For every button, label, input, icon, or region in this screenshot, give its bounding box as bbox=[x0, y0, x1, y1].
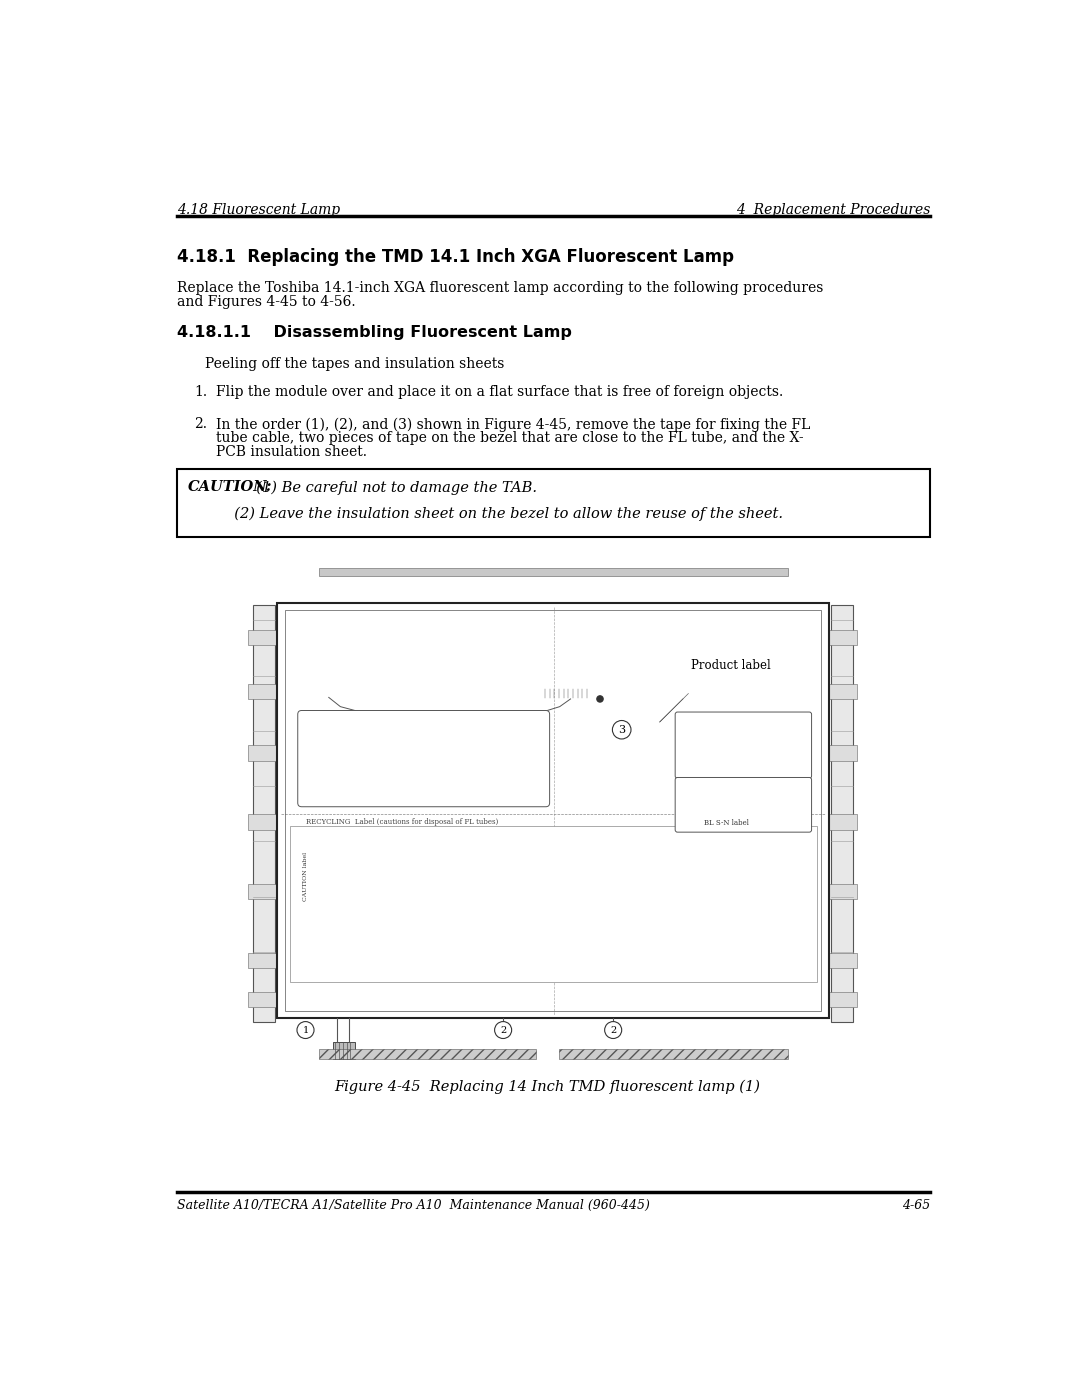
FancyBboxPatch shape bbox=[675, 778, 811, 833]
Bar bbox=[460, 617, 496, 627]
Text: Flip the module over and place it on a flat surface that is free of foreign obje: Flip the module over and place it on a f… bbox=[216, 384, 783, 398]
Bar bbox=[284, 610, 821, 1011]
Bar bbox=[674, 613, 683, 627]
Bar bbox=[809, 613, 819, 627]
Bar bbox=[789, 613, 799, 627]
Bar bbox=[643, 613, 652, 627]
FancyBboxPatch shape bbox=[298, 711, 550, 806]
Bar bbox=[248, 814, 279, 830]
Bar bbox=[177, 469, 930, 538]
Bar bbox=[319, 1049, 536, 1059]
Text: BL S-N label: BL S-N label bbox=[704, 819, 748, 827]
Bar bbox=[248, 884, 279, 900]
Bar bbox=[826, 683, 858, 698]
Bar bbox=[291, 826, 816, 982]
Bar bbox=[294, 613, 303, 627]
Bar bbox=[488, 613, 498, 627]
Bar bbox=[550, 613, 559, 627]
Text: 1.: 1. bbox=[194, 384, 207, 398]
Text: 3: 3 bbox=[618, 725, 625, 735]
Text: Replace the Toshiba 14.1-inch XGA fluorescent lamp according to the following pr: Replace the Toshiba 14.1-inch XGA fluore… bbox=[177, 281, 823, 295]
Text: Satellite A10/TECRA A1/Satellite Pro A10  Maintenance Manual (960-445): Satellite A10/TECRA A1/Satellite Pro A10… bbox=[177, 1200, 650, 1213]
Text: 4.18.1.1    Disassembling Fluorescent Lamp: 4.18.1.1 Disassembling Fluorescent Lamp bbox=[177, 326, 571, 341]
Text: (1) Be careful not to damage the TAB.: (1) Be careful not to damage the TAB. bbox=[246, 481, 537, 495]
Text: RECYCLING  Label (cautions for disposal of FL tubes): RECYCLING Label (cautions for disposal o… bbox=[306, 819, 498, 826]
Bar bbox=[282, 982, 391, 1007]
Bar bbox=[400, 613, 409, 627]
Text: CAUTION:: CAUTION: bbox=[188, 481, 272, 495]
Bar bbox=[248, 992, 279, 1007]
Bar bbox=[276, 602, 828, 1018]
Bar bbox=[826, 884, 858, 900]
Bar bbox=[248, 683, 279, 698]
Bar bbox=[559, 1049, 788, 1059]
Text: 2: 2 bbox=[500, 1025, 507, 1035]
Bar bbox=[826, 814, 858, 830]
Bar bbox=[318, 613, 327, 627]
Bar bbox=[826, 992, 858, 1007]
Text: In the order (1), (2), and (3) shown in Figure 4-45, remove the tape for fixing : In the order (1), (2), and (3) shown in … bbox=[216, 418, 810, 432]
Bar bbox=[430, 613, 438, 627]
Text: CAUTION label: CAUTION label bbox=[303, 852, 308, 901]
Text: 4-65: 4-65 bbox=[902, 1200, 930, 1213]
Bar bbox=[831, 605, 852, 1023]
Text: (2) Leave the insulation sheet on the bezel to allow the reuse of the sheet.: (2) Leave the insulation sheet on the be… bbox=[188, 507, 783, 521]
Bar bbox=[826, 745, 858, 760]
Bar bbox=[679, 817, 773, 828]
Circle shape bbox=[612, 721, 631, 739]
Bar bbox=[437, 982, 827, 1007]
Bar bbox=[767, 613, 775, 627]
Bar bbox=[735, 613, 745, 627]
Text: 2: 2 bbox=[610, 1025, 617, 1035]
Bar bbox=[826, 953, 858, 968]
Text: 1: 1 bbox=[302, 1025, 309, 1035]
Bar bbox=[248, 630, 279, 645]
Bar bbox=[248, 953, 279, 968]
Bar bbox=[611, 613, 621, 627]
Text: PCB insulation sheet.: PCB insulation sheet. bbox=[216, 444, 366, 458]
Bar bbox=[345, 613, 353, 627]
Bar bbox=[248, 745, 279, 760]
Bar bbox=[517, 613, 527, 627]
Bar bbox=[391, 982, 437, 1007]
Bar bbox=[345, 617, 379, 627]
Bar bbox=[581, 613, 590, 627]
Bar bbox=[372, 613, 380, 627]
Bar bbox=[826, 630, 858, 645]
Bar bbox=[291, 838, 321, 915]
Bar bbox=[319, 1011, 788, 1018]
Bar bbox=[704, 613, 714, 627]
Text: 2.: 2. bbox=[194, 418, 207, 432]
Text: Peeling off the tapes and insulation sheets: Peeling off the tapes and insulation she… bbox=[205, 358, 504, 372]
Circle shape bbox=[605, 1021, 622, 1038]
Circle shape bbox=[597, 696, 603, 703]
Bar bbox=[303, 617, 339, 627]
Text: 4.18 Fluorescent Lamp: 4.18 Fluorescent Lamp bbox=[177, 203, 340, 217]
Text: and Figures 4-45 to 4-56.: and Figures 4-45 to 4-56. bbox=[177, 295, 355, 309]
Circle shape bbox=[495, 1021, 512, 1038]
Bar bbox=[459, 613, 469, 627]
Text: 4  Replacement Procedures: 4 Replacement Procedures bbox=[735, 203, 930, 217]
Text: tube cable, two pieces of tape on the bezel that are close to the FL tube, and t: tube cable, two pieces of tape on the be… bbox=[216, 432, 804, 446]
Text: 4.18.1  Replacing the TMD 14.1 Inch XGA Fluorescent Lamp: 4.18.1 Replacing the TMD 14.1 Inch XGA F… bbox=[177, 249, 733, 267]
Bar bbox=[334, 1042, 355, 1059]
Bar bbox=[253, 605, 274, 1023]
Circle shape bbox=[297, 1021, 314, 1038]
Bar bbox=[319, 569, 788, 576]
Bar bbox=[530, 617, 565, 627]
Text: Product label: Product label bbox=[691, 658, 771, 672]
Bar bbox=[647, 638, 815, 692]
Text: Figure 4-45  Replacing 14 Inch TMD fluorescent lamp (1): Figure 4-45 Replacing 14 Inch TMD fluore… bbox=[334, 1080, 760, 1094]
FancyBboxPatch shape bbox=[675, 712, 811, 778]
Bar bbox=[542, 689, 595, 698]
Bar bbox=[399, 617, 433, 627]
